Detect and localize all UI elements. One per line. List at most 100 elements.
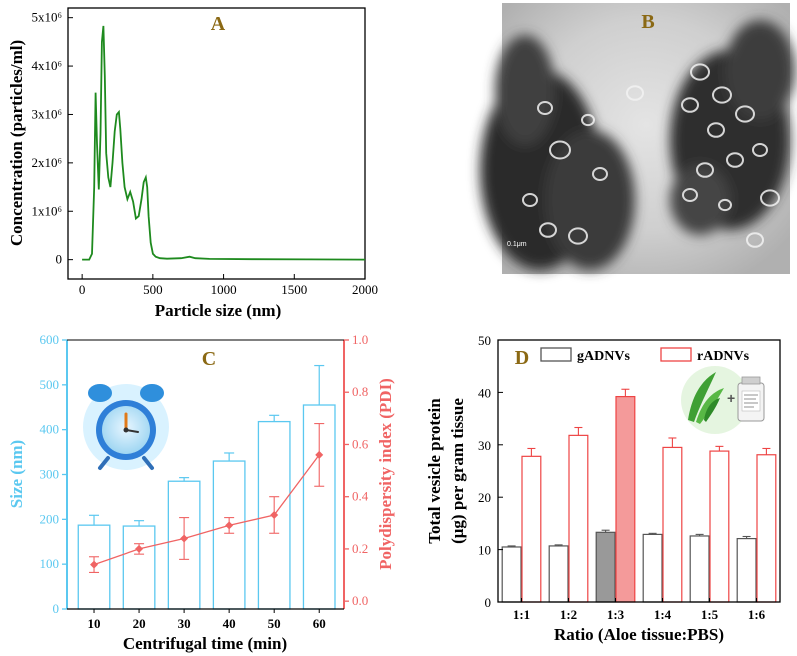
tem-vesicle bbox=[760, 189, 780, 207]
panel-a-y-tick-label: 1x10⁶ bbox=[31, 203, 62, 218]
panel-c-y2-tick-label: 0.0 bbox=[352, 593, 368, 608]
legend-swatch-gadnvs bbox=[540, 347, 572, 362]
tem-vesicle bbox=[696, 162, 714, 178]
panel-c-y2-tick-label: 0.8 bbox=[352, 384, 368, 399]
pdi-point bbox=[225, 521, 234, 530]
pdi-point bbox=[270, 510, 279, 519]
panel-d-x-tick-label: 1:5 bbox=[701, 607, 719, 622]
legend-swatch-radnvs bbox=[660, 347, 692, 362]
panel-a-x-tick-label: 0 bbox=[79, 282, 86, 297]
tem-vesicle bbox=[682, 188, 698, 202]
gadnvs-bar bbox=[595, 531, 616, 603]
tem-vesicle bbox=[707, 122, 725, 138]
panel-c-y-tick-label: 600 bbox=[40, 332, 60, 347]
panel-c-centrifugation-chart: 0 100 200 300 400 500 600 0.0 0.2 0.4 0.6 0.8 1.0 1… bbox=[7, 332, 395, 653]
tem-vesicle bbox=[537, 101, 553, 115]
tem-vesicle bbox=[746, 232, 764, 248]
tem-vesicle bbox=[726, 152, 744, 168]
panel-a-x-tick-label: 1500 bbox=[281, 282, 307, 297]
size-bar bbox=[122, 525, 156, 610]
panel-c-x-axis-title: Centrifugal time (min) bbox=[123, 634, 287, 653]
tem-vesicle bbox=[626, 85, 644, 101]
tem-vesicle bbox=[568, 227, 588, 245]
panel-c-y-tick-label: 500 bbox=[40, 377, 60, 392]
panel-d-x-tick-label: 1:4 bbox=[654, 607, 672, 622]
tem-vesicle bbox=[549, 140, 571, 160]
panel-c-x-tick-label: 30 bbox=[178, 616, 191, 631]
panel-d-x-tick-label: 1:3 bbox=[607, 607, 625, 622]
tem-vesicle bbox=[681, 97, 699, 113]
panel-d-y-axis-title-line-2: (μg) per gram tissue bbox=[448, 398, 467, 544]
panel-c-y-tick-label: 400 bbox=[40, 422, 60, 437]
tem-vesicle bbox=[735, 105, 755, 123]
panel-c-y2-tick-label: 1.0 bbox=[352, 332, 368, 347]
panel-a-frame bbox=[67, 7, 366, 280]
panel-a-x-axis-title: Particle size (nm) bbox=[155, 301, 282, 320]
gadnvs-bar bbox=[689, 535, 710, 603]
panel-a-letter: A bbox=[211, 13, 226, 35]
tem-scale-bar-label: 0.1μm bbox=[507, 241, 527, 248]
panel-d-frame bbox=[497, 339, 781, 603]
panel-c-y-tick-label: 100 bbox=[40, 556, 60, 571]
panel-d-x-tick-label: 1:2 bbox=[560, 607, 577, 622]
panel-d-x-tick-label: 1:6 bbox=[748, 607, 766, 622]
panel-d-protein-yield-chart: 0 10 20 30 40 50 1:1 1:2 1:3 1:4 1:5 1:6 D gADNVs … bbox=[425, 333, 781, 644]
panel-a-x-tick-label: 1000 bbox=[211, 282, 237, 297]
panel-d-y-tick-label: 50 bbox=[478, 333, 491, 348]
panel-d-y-tick-label: 10 bbox=[478, 543, 491, 558]
panel-c-x-tick-label: 20 bbox=[133, 616, 146, 631]
panel-a-y-axis-title: Concentration (particles/ml) bbox=[7, 40, 26, 246]
panel-d-y-axis-title-line-1: Total vesicle protein bbox=[425, 398, 444, 544]
panel-a-x-tick-label: 2000 bbox=[352, 282, 378, 297]
gadnvs-bar bbox=[501, 546, 522, 603]
panel-d-legend: gADNVs rADNVs bbox=[540, 347, 750, 364]
legend-label-radnvs: rADNVs bbox=[697, 349, 750, 364]
panel-d-y-tick-label: 30 bbox=[478, 438, 491, 453]
gadnvs-bar bbox=[736, 537, 757, 603]
panel-c-x-tick-label: 60 bbox=[313, 616, 326, 631]
pdi-point bbox=[90, 560, 99, 569]
panel-b-letter: B bbox=[641, 11, 654, 33]
panel-c-y2-tick-label: 0.6 bbox=[352, 436, 369, 451]
panel-a-y-tick-label: 3x10⁶ bbox=[31, 106, 62, 121]
aloe-plus-vial-icon: + bbox=[681, 366, 765, 434]
panel-c-x-tick-label: 40 bbox=[223, 616, 236, 631]
tem-vesicle bbox=[690, 63, 710, 81]
radnvs-bar bbox=[756, 454, 777, 603]
radnvs-bar bbox=[521, 455, 542, 603]
tem-vesicle bbox=[522, 193, 538, 207]
legend-label-gadnvs: gADNVs bbox=[577, 349, 630, 364]
pdi-point bbox=[135, 544, 144, 553]
size-bar bbox=[212, 460, 246, 610]
pdi-line bbox=[93, 454, 320, 566]
tem-left-aggregate bbox=[480, 35, 635, 270]
panel-c-y-tick-label: 0 bbox=[53, 601, 60, 616]
panel-a-x-tick-label: 500 bbox=[143, 282, 163, 297]
pdi-point bbox=[180, 534, 189, 543]
panel-d-x-tick-label: 1:1 bbox=[513, 607, 530, 622]
panel-d-y-tick-label: 0 bbox=[485, 595, 492, 610]
panel-c-x-tick-label: 10 bbox=[88, 616, 101, 631]
tem-vesicle bbox=[581, 113, 595, 127]
panel-c-letter: C bbox=[202, 348, 216, 370]
tem-vesicles bbox=[522, 63, 780, 248]
panel-c-y2-tick-label: 0.2 bbox=[352, 541, 368, 556]
panel-a-y-tick-label: 4x10⁶ bbox=[31, 58, 62, 73]
tem-right-aggregate bbox=[670, 20, 795, 235]
gadnvs-bar bbox=[548, 545, 569, 603]
radnvs-bar bbox=[568, 434, 589, 603]
panel-a-y-tick-label: 2x10⁶ bbox=[31, 155, 62, 170]
panel-c-y-tick-label: 300 bbox=[40, 467, 60, 482]
tem-vesicle bbox=[539, 222, 557, 238]
panel-c-x-tick-label: 50 bbox=[268, 616, 281, 631]
panel-d-y-tick-label: 20 bbox=[478, 490, 491, 505]
tem-vesicle bbox=[592, 167, 608, 181]
pdi-point bbox=[315, 450, 324, 459]
tem-vesicle bbox=[718, 198, 732, 212]
panel-c-right-axis-title: Polydispersity index (PDI) bbox=[376, 378, 395, 570]
radnvs-bar bbox=[709, 450, 730, 603]
panel-d-y-axis-title: Total vesicle protein (μg) per gram tiss… bbox=[425, 398, 467, 544]
panel-d-y-tick-label: 40 bbox=[478, 385, 491, 400]
panel-d-letter: D bbox=[515, 347, 529, 369]
